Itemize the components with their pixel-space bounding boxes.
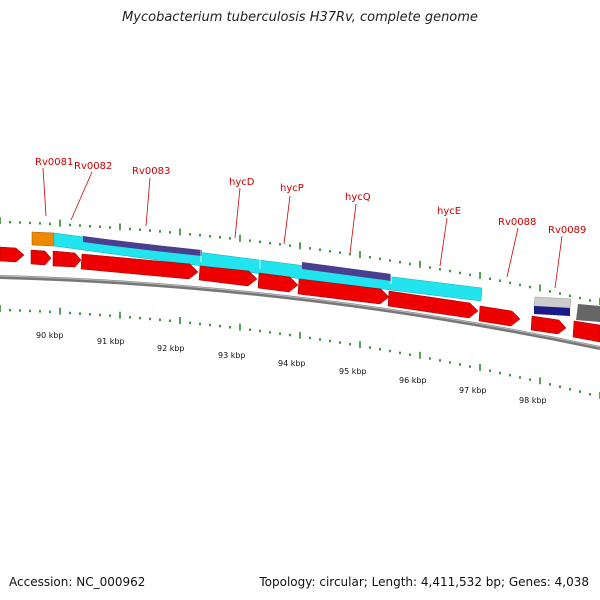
- scale-label: 98 kbp: [519, 396, 547, 405]
- accession-text: Accession: NC_000962: [9, 575, 146, 589]
- leader-line: [42, 167, 47, 217]
- scale-label: 95 kbp: [339, 367, 367, 376]
- leader-line: [145, 177, 151, 227]
- gene-label: hycD: [229, 177, 255, 188]
- gene-label: Rv0082: [74, 161, 112, 172]
- cds-arrow: [0, 246, 25, 263]
- gene-feature-bar: [302, 262, 391, 281]
- scale-label: 90 kbp: [36, 331, 64, 340]
- gene-label: Rv0083: [132, 166, 170, 177]
- genome-backbone: [0, 275, 600, 350]
- tick-track-inner: [0, 305, 600, 399]
- tick-track-outer: [0, 217, 600, 305]
- cds-arrow: [30, 249, 52, 266]
- gene-label: Rv0088: [498, 217, 536, 228]
- gene-label: Rv0081: [35, 157, 73, 168]
- genome-backbone-highlight: [0, 275, 600, 348]
- cds-track: [0, 246, 600, 343]
- cds-arrow: [198, 265, 258, 287]
- leader-line: [506, 227, 519, 278]
- feature-track: [31, 231, 600, 322]
- cds-arrow: [297, 278, 390, 305]
- scale-label: 93 kbp: [218, 351, 246, 360]
- leader-line: [349, 203, 357, 254]
- genome-summary-text: Topology: circular; Length: 4,411,532 bp…: [259, 575, 589, 589]
- scale-label: 91 kbp: [97, 337, 125, 346]
- scale-label: 94 kbp: [278, 359, 306, 368]
- cds-arrow: [572, 320, 600, 343]
- gene-label-layer: Rv0081 Rv0082 Rv0083 hycD hycP hycQ hycE…: [35, 157, 586, 289]
- leader-line: [554, 235, 563, 289]
- scale-label: 97 kbp: [459, 386, 487, 395]
- gene-block: [576, 304, 600, 322]
- scale-label: 92 kbp: [157, 344, 185, 353]
- cds-arrow: [387, 290, 479, 319]
- cds-arrow: [530, 315, 567, 335]
- scale-label-layer: 90 kbp 91 kbp 92 kbp 93 kbp 94 kbp 95 kb…: [36, 331, 547, 405]
- gene-feature-bar: [83, 236, 202, 256]
- cds-arrow: [257, 272, 299, 293]
- misc-feature: [31, 231, 55, 247]
- cds-arrow: [478, 305, 521, 327]
- gene-label: Rv0089: [548, 225, 586, 236]
- gene-label: hycQ: [345, 192, 371, 203]
- cds-arrow: [80, 253, 199, 280]
- gene-feature-bar: [534, 306, 570, 316]
- leader-line: [283, 195, 291, 245]
- map-title: Mycobacterium tuberculosis H37Rv, comple…: [122, 10, 478, 25]
- gene-label: hycE: [437, 206, 461, 217]
- leader-line: [70, 171, 93, 221]
- leader-line: [234, 187, 241, 239]
- gene-label: hycP: [280, 183, 304, 194]
- cds-arrow: [52, 250, 82, 268]
- leader-line: [439, 217, 448, 267]
- scale-label: 96 kbp: [399, 376, 427, 385]
